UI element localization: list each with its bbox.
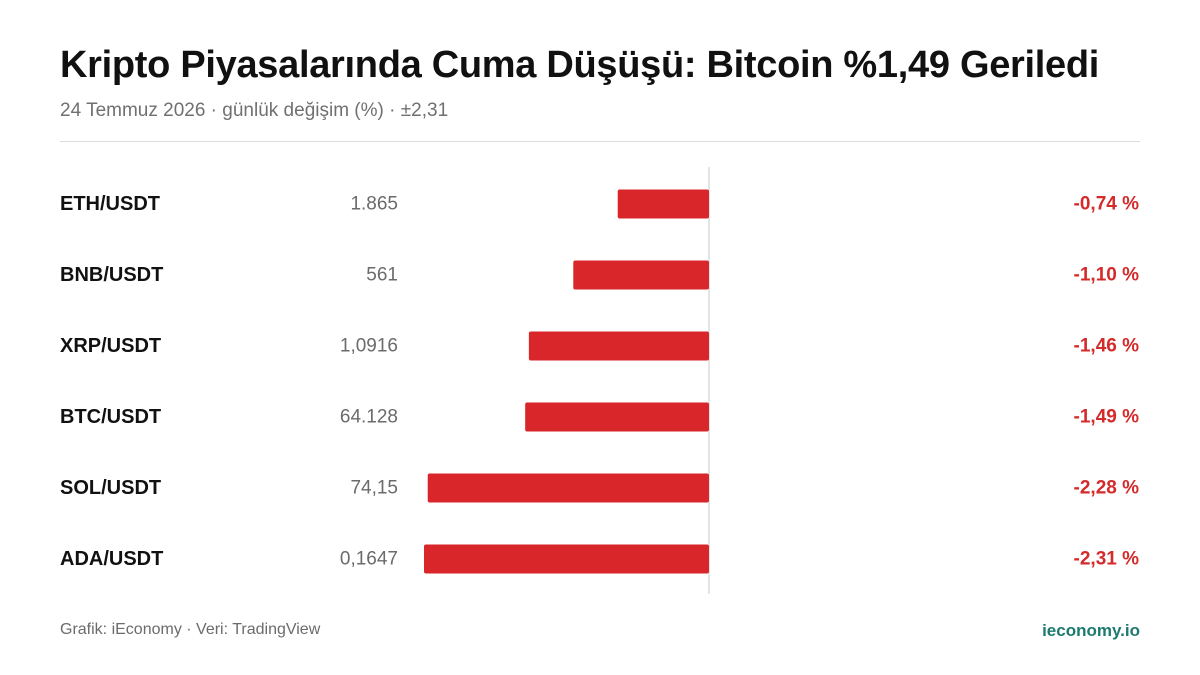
bar [617, 189, 709, 219]
category-label: BTC/USDT [60, 406, 161, 428]
bar [528, 331, 709, 361]
category-label: SOL/USDT [60, 477, 161, 499]
data-label: -0,74 % [1074, 194, 1140, 215]
data-label: -2,31 % [1074, 549, 1140, 570]
data-label: -2,28 % [1074, 478, 1140, 499]
data-label: -1,10 % [1074, 265, 1140, 286]
category-label: BNB/USDT [60, 264, 163, 286]
footer-brand-link[interactable]: ieconomy.io [1042, 621, 1140, 640]
bar [427, 473, 709, 503]
category-label: ADA/USDT [60, 548, 163, 570]
footer-source: Grafik: iEconomy · Veri: TradingView [60, 621, 321, 638]
data-label: -1,49 % [1074, 407, 1140, 428]
bar [525, 402, 709, 432]
price-label: 74,15 [350, 478, 398, 499]
price-label: 1.865 [350, 194, 398, 215]
data-label: -1,46 % [1074, 336, 1140, 357]
chart-subtitle: 24 Temmuz 2026 · günlük değişim (%) · ±2… [60, 100, 449, 121]
category-label: XRP/USDT [60, 335, 161, 357]
bar [424, 544, 709, 574]
price-label: 561 [366, 265, 398, 286]
header-divider [60, 141, 1140, 142]
price-label: 0,1647 [340, 549, 398, 570]
price-label: 64.128 [340, 407, 398, 428]
chart-title: Kripto Piyasalarında Cuma Düşüşü: Bitcoi… [60, 44, 1100, 86]
category-label: ETH/USDT [60, 193, 160, 215]
price-label: 1,0916 [340, 336, 398, 357]
bar [573, 260, 709, 290]
